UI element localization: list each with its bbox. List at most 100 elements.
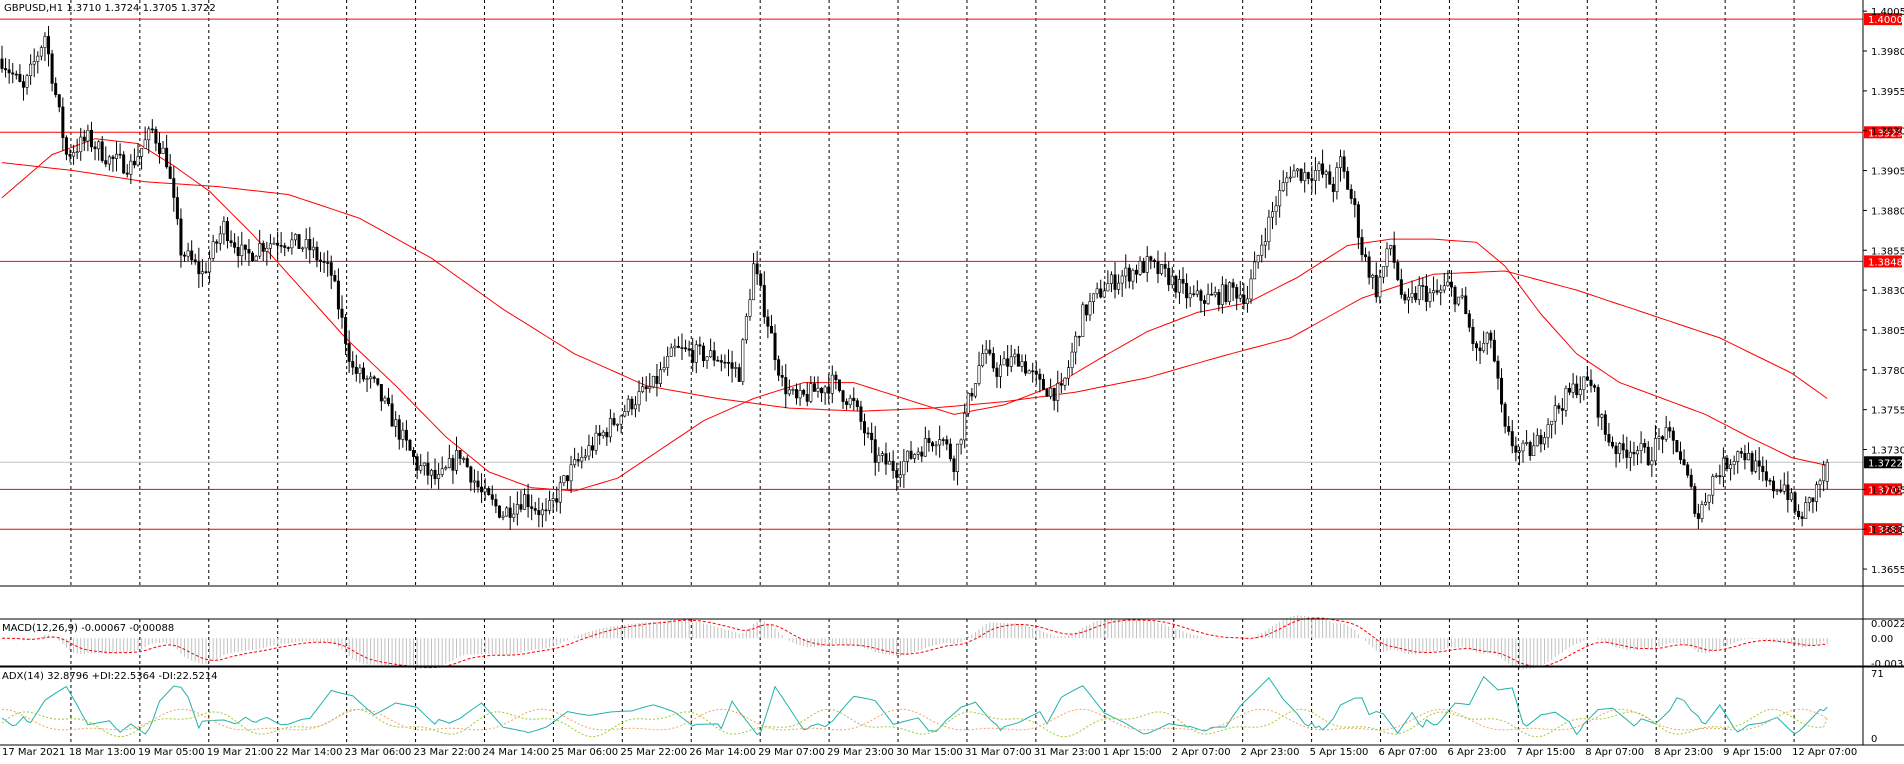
candle-body <box>372 376 376 379</box>
candle-body <box>1124 267 1128 277</box>
adx-label: ADX(14) 32.8796 +DI:22.5364 -DI:22.5214 <box>2 671 218 682</box>
candle-body <box>548 500 552 511</box>
candle-body <box>734 367 738 369</box>
candle-body <box>39 47 43 57</box>
candle-body <box>251 252 255 262</box>
candle-body <box>494 499 498 507</box>
candle-body <box>351 361 355 368</box>
candle-body <box>1013 353 1017 358</box>
x-tick-label: 30 Mar 15:00 <box>896 747 963 758</box>
candle-body <box>1374 274 1378 298</box>
candle-body <box>18 73 22 82</box>
candle-body <box>243 244 247 250</box>
current-price-tag <box>1864 456 1902 469</box>
candle-body <box>684 347 688 350</box>
candle-body <box>175 197 179 220</box>
candle-body <box>1739 451 1743 454</box>
candle-body <box>1693 486 1697 514</box>
candle-body <box>322 261 326 263</box>
candle-body <box>1625 449 1629 458</box>
candle-body <box>1249 278 1253 300</box>
candle-body <box>1371 274 1375 278</box>
candle-body <box>1364 254 1368 258</box>
candle-body <box>1417 285 1421 300</box>
candle-body <box>515 504 519 515</box>
candle-body <box>1024 361 1028 374</box>
candle-body <box>533 508 537 511</box>
candle-body <box>1535 435 1539 447</box>
candle-body <box>1414 293 1418 300</box>
candle-body <box>286 247 290 249</box>
candle-body <box>791 389 795 391</box>
level-tag <box>1864 126 1902 139</box>
candle-body <box>601 431 605 436</box>
candle-body <box>283 245 287 248</box>
candle-body <box>1525 442 1529 444</box>
candle-body <box>1754 460 1758 472</box>
candle-body <box>336 280 340 310</box>
candle-body <box>1006 358 1010 367</box>
candle-body <box>666 356 670 368</box>
candle-body <box>1650 460 1654 466</box>
candle-body <box>1052 387 1056 401</box>
candle-body <box>927 438 931 443</box>
candle-body <box>1127 267 1131 282</box>
candle-body <box>1360 237 1364 256</box>
candle-body <box>1149 256 1153 261</box>
candle-body <box>719 360 723 363</box>
candle-body <box>1761 465 1765 472</box>
candle-body <box>1514 445 1518 453</box>
candle-body <box>1818 480 1822 485</box>
candle-body <box>311 246 315 251</box>
candle-body <box>1478 347 1482 352</box>
candle-body <box>476 480 480 488</box>
level-tag-label: 1.3705 <box>1868 485 1903 496</box>
candle-body <box>1764 471 1768 481</box>
candle-body <box>777 359 781 376</box>
candle-body <box>1564 387 1568 411</box>
candle-body <box>1188 293 1192 299</box>
candle-body <box>1285 177 1289 183</box>
candle-body <box>1177 279 1181 293</box>
candle-body <box>1485 332 1489 344</box>
candle-body <box>762 285 766 318</box>
candle-body <box>1399 279 1403 295</box>
candle-body <box>308 239 312 251</box>
candle-body <box>744 316 748 341</box>
candle-body <box>1632 451 1636 455</box>
candle-body <box>659 369 663 384</box>
candle-body <box>608 418 612 438</box>
candle-body <box>1718 475 1722 478</box>
candle-body <box>125 172 129 175</box>
candle-body <box>594 432 598 451</box>
candle-body <box>705 356 709 362</box>
x-tick-label: 31 Mar 07:00 <box>965 747 1032 758</box>
candle-body <box>1653 438 1657 462</box>
candle-body <box>415 456 419 471</box>
candle-body <box>32 61 36 65</box>
candle-body <box>633 404 637 410</box>
candle-body <box>1192 293 1196 296</box>
candle-body <box>1174 275 1178 293</box>
candle-body <box>1542 437 1546 445</box>
candle-body <box>759 273 763 286</box>
candle-body <box>354 366 358 374</box>
candle-body <box>1210 293 1214 296</box>
macd-tick-label: 0.00229 <box>1871 619 1904 630</box>
candle-body <box>1213 292 1217 296</box>
candle-body <box>1195 290 1199 295</box>
candle-body <box>920 451 924 457</box>
candle-body <box>412 450 416 457</box>
candle-body <box>1503 403 1507 427</box>
candle-body <box>369 376 373 380</box>
candle-body <box>279 245 283 247</box>
candle-body <box>1621 443 1625 451</box>
candle-body <box>247 249 251 254</box>
candle-body <box>691 350 695 363</box>
candle-body <box>1571 383 1575 393</box>
candle-body <box>265 247 269 252</box>
candle-body <box>963 413 967 441</box>
x-tick-label: 6 Apr 23:00 <box>1447 747 1506 758</box>
